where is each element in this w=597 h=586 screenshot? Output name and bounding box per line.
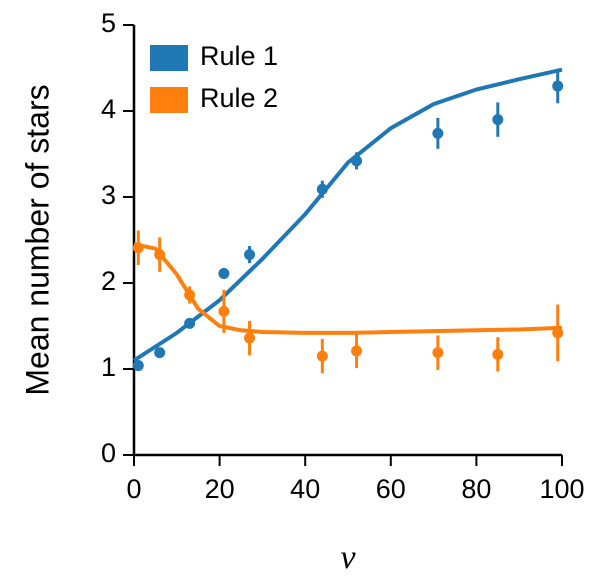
point [316, 350, 328, 362]
legend-label: Rule 1 [200, 41, 278, 71]
point [432, 347, 444, 359]
y-tick-label: 2 [101, 266, 116, 296]
point [492, 348, 504, 360]
point [552, 327, 564, 339]
point [316, 183, 328, 195]
point [154, 347, 166, 359]
point [432, 127, 444, 139]
y-tick-label: 4 [101, 94, 116, 124]
x-tick-label: 40 [290, 474, 320, 504]
point [184, 289, 196, 301]
x-tick-label: 60 [376, 474, 406, 504]
fit-line [132, 67, 563, 363]
point [154, 249, 166, 261]
point [132, 360, 144, 372]
y-tick-label: 5 [101, 8, 116, 38]
point [218, 305, 230, 317]
x-tick-label: 20 [205, 474, 235, 504]
point [244, 332, 256, 344]
x-tick-label: 80 [461, 474, 491, 504]
point [184, 317, 196, 329]
point [351, 345, 363, 357]
y-tick-label: 0 [101, 438, 116, 468]
legend-label: Rule 2 [200, 83, 278, 113]
point [218, 268, 230, 280]
fit-line [133, 242, 563, 335]
point [132, 242, 144, 254]
point [492, 114, 504, 126]
point [552, 80, 564, 92]
y-tick-label: 3 [101, 180, 116, 210]
x-tick-label: 100 [539, 474, 584, 504]
point [244, 249, 256, 261]
y-axis-label: Mean number of stars [19, 84, 55, 395]
x-axis-label: v [340, 539, 356, 576]
legend-swatch [150, 87, 188, 113]
y-tick-label: 1 [101, 352, 116, 382]
legend-swatch [150, 45, 188, 71]
x-tick-label: 0 [126, 474, 141, 504]
point [351, 155, 363, 167]
